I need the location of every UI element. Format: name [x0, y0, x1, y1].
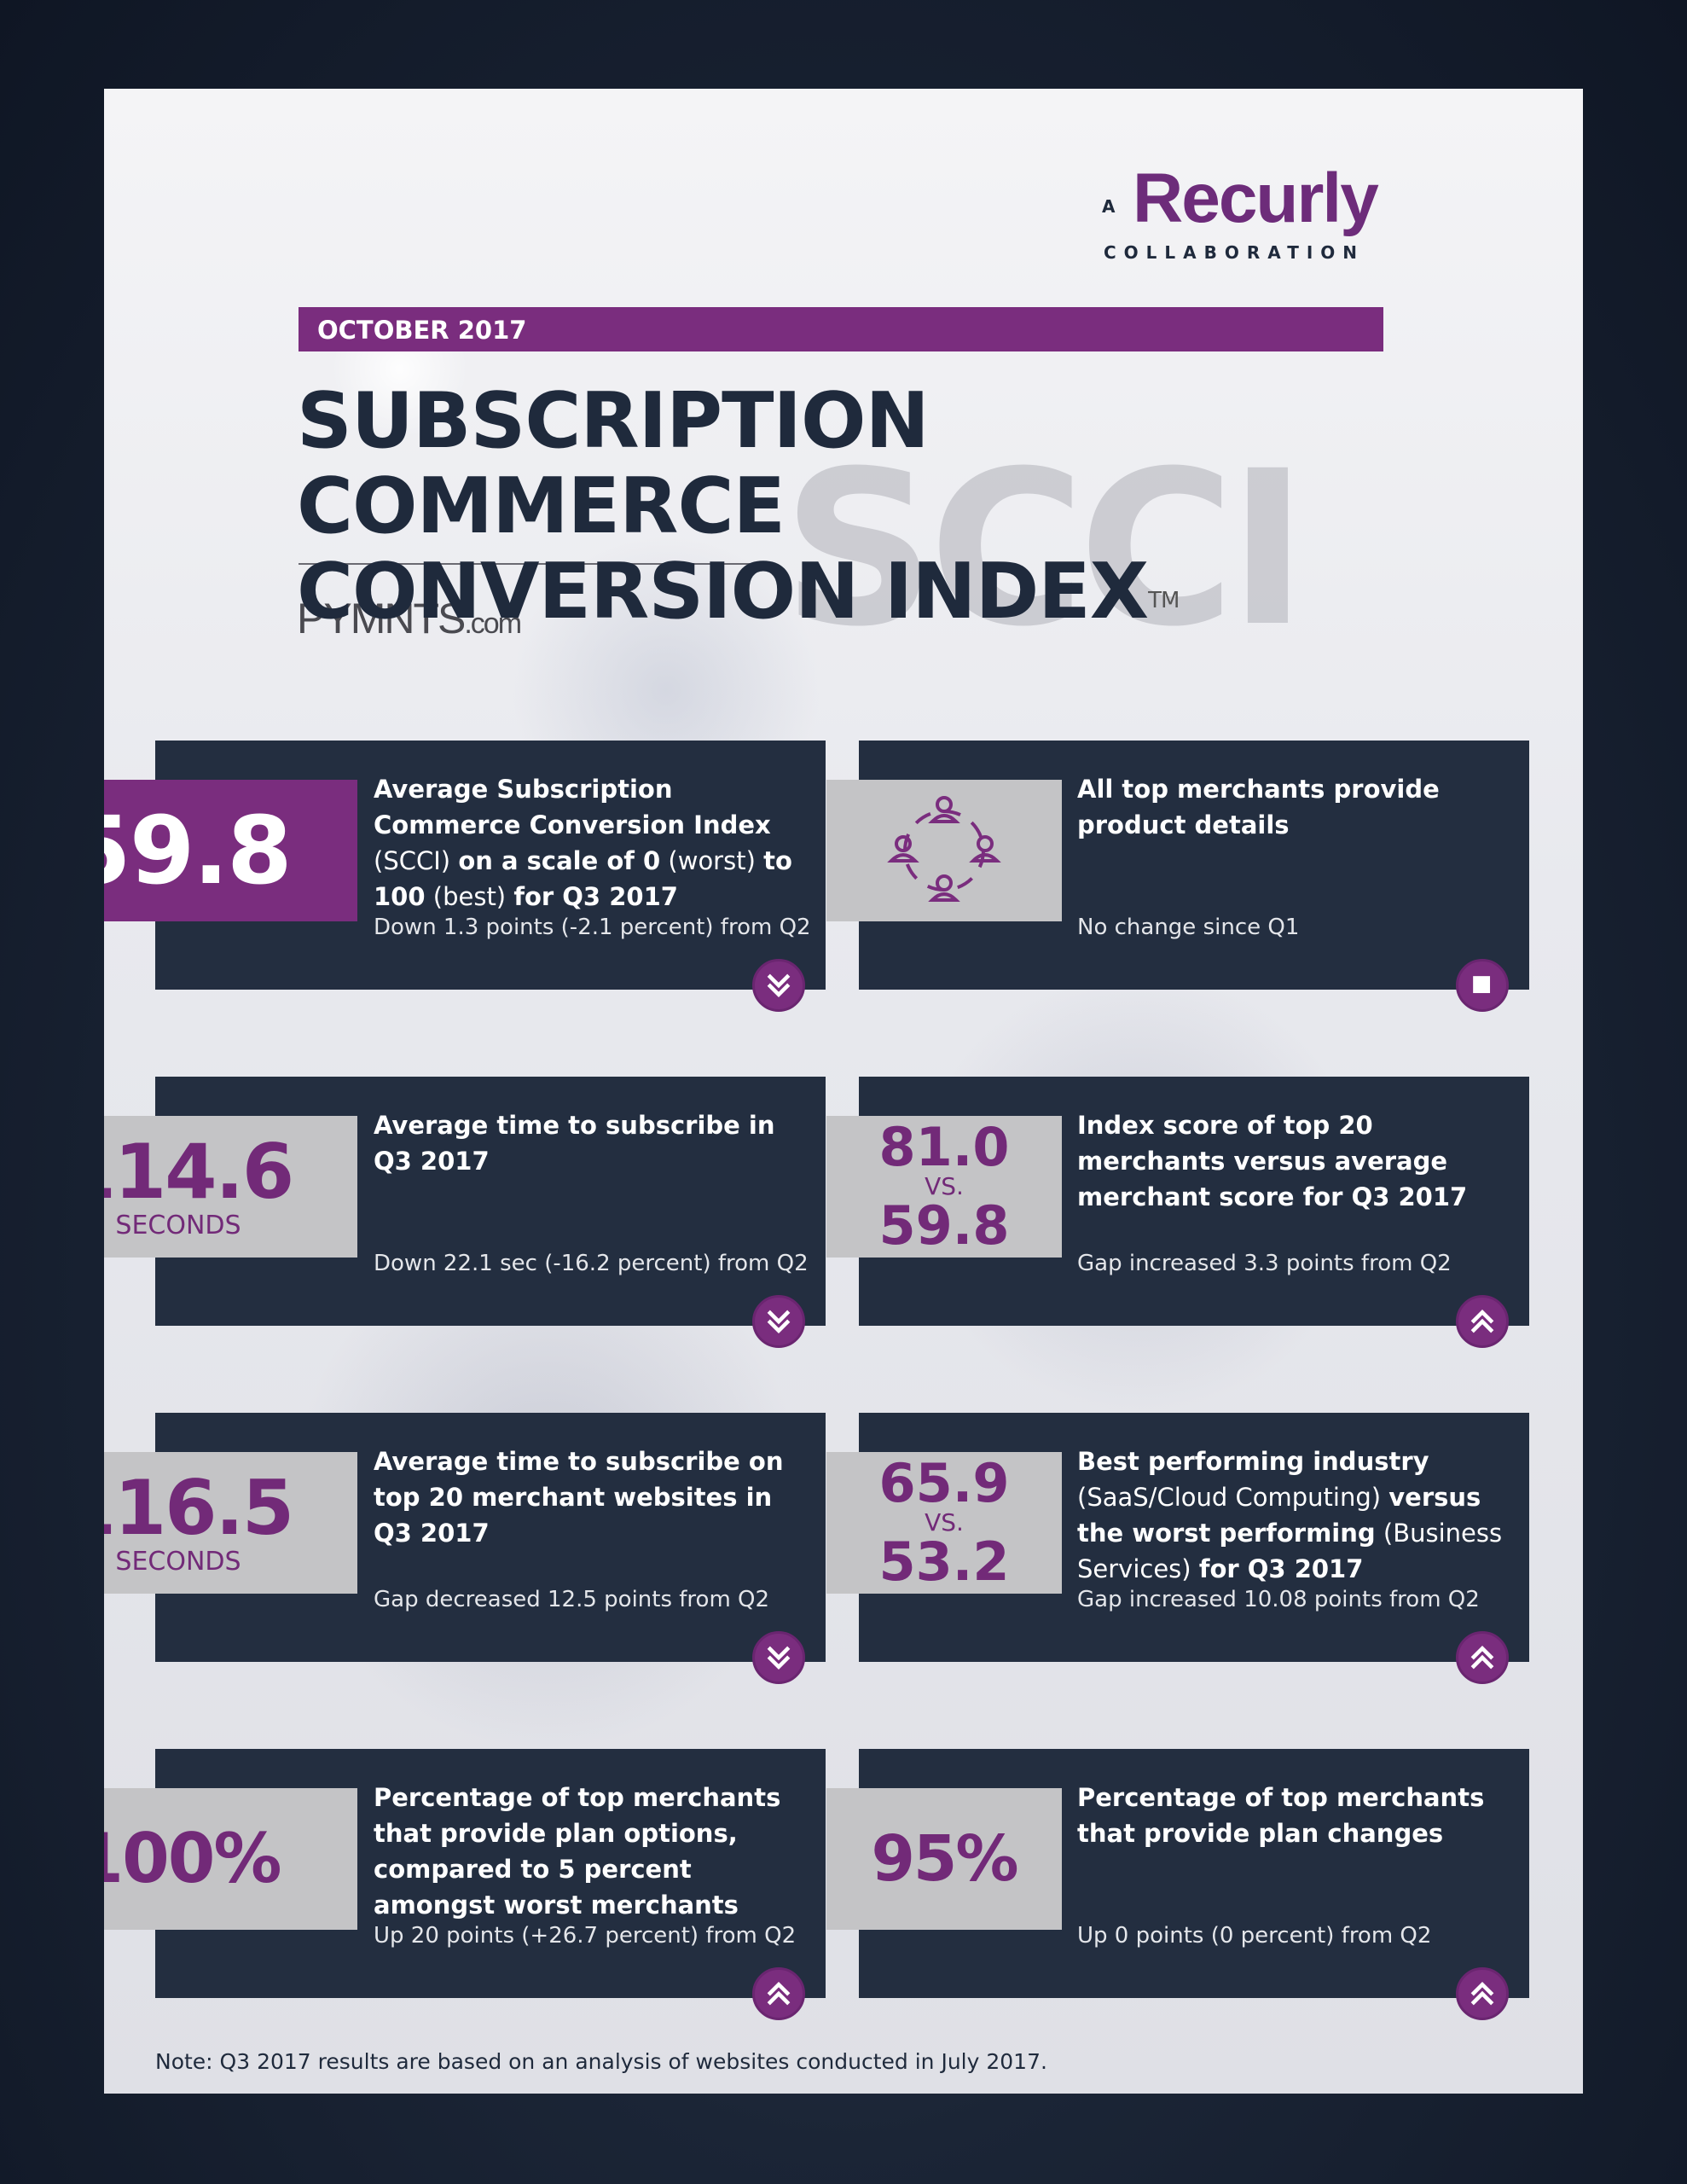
stat-value: 114.6: [104, 1128, 294, 1216]
title-line-1: SUBSCRIPTION COMMERCE: [297, 376, 930, 551]
vs-label: VS.: [925, 1172, 964, 1200]
down-arrow-icon: [752, 1295, 805, 1348]
stat-value: 116.5: [104, 1464, 294, 1552]
card-description: Percentage of top merchants that provide…: [374, 1783, 781, 1920]
up-arrow-icon: [1456, 1295, 1509, 1348]
card-time-top20: 116.5 SECONDS Average time to subscribe …: [104, 1413, 826, 1684]
stat-box: 59.8: [104, 780, 357, 921]
stat-box: 95%: [826, 1788, 1062, 1930]
up-arrow-icon: [1456, 1631, 1509, 1684]
card-change-note: No change since Q1: [1077, 915, 1300, 940]
infographic-page: A Recurly COLLABORATION OCTOBER 2017 SCC…: [104, 89, 1583, 2094]
icon-box: [826, 780, 1062, 921]
card-time-to-subscribe: 114.6 SECONDS Average time to subscribe …: [104, 1077, 826, 1348]
footnote: Note: Q3 2017 results are based on an an…: [155, 2049, 1047, 2074]
scci-watermark: SCCI: [782, 425, 1307, 673]
card-change-note: Gap decreased 12.5 points from Q2: [374, 1587, 770, 1612]
stat-unit: SECONDS: [115, 1547, 241, 1577]
card-description: Index score of top 20 merchants versus a…: [1077, 1111, 1468, 1211]
card-change-note: Down 1.3 points (-2.1 percent) from Q2: [374, 915, 811, 940]
stat-value-a: 81.0: [878, 1116, 1010, 1178]
title-divider: [299, 563, 776, 565]
card-average-scci: 59.8 Average Subscription Commerce Conve…: [104, 741, 826, 1012]
stat-box: 116.5 SECONDS: [104, 1452, 357, 1594]
stat-box: 81.0 VS. 59.8: [826, 1116, 1062, 1258]
stat-value-a: 65.9: [878, 1452, 1010, 1514]
stat-box: 65.9 VS. 53.2: [826, 1452, 1062, 1594]
stat-value-b: 53.2: [878, 1531, 1010, 1593]
card-description: Best performing industry (SaaS/Cloud Com…: [1077, 1447, 1503, 1583]
date-banner: OCTOBER 2017: [299, 307, 1383, 351]
card-plan-options: 100% Percentage of top merchants that pr…: [104, 1749, 826, 2020]
card-description: Average Subscription Commerce Conversion…: [374, 775, 792, 911]
stop-square-icon: [1456, 959, 1509, 1012]
card-top20-vs-average: 81.0 VS. 59.8 Index score of top 20 merc…: [826, 1077, 1529, 1348]
card-change-note: Down 22.1 sec (-16.2 percent) from Q2: [374, 1251, 809, 1276]
up-arrow-icon: [1456, 1967, 1509, 2020]
up-arrow-icon: [752, 1967, 805, 2020]
card-change-note: Up 0 points (0 percent) from Q2: [1077, 1923, 1432, 1949]
card-change-note: Up 20 points (+26.7 percent) from Q2: [374, 1923, 797, 1949]
trademark-mark: TM: [1148, 588, 1180, 613]
stat-value-b: 59.8: [878, 1194, 1010, 1257]
page-title: SUBSCRIPTION COMMERCE CONVERSION INDEXTM: [297, 379, 1406, 635]
brand-suffix: COLLABORATION: [1104, 242, 1365, 263]
stat-unit: SECONDS: [115, 1211, 241, 1240]
stat-value: 100%: [104, 1819, 282, 1898]
brand-prefix: A: [1102, 196, 1116, 217]
card-plan-changes: 95% Percentage of top merchants that pro…: [826, 1749, 1529, 2020]
card-description: All top merchants provide product detail…: [1077, 775, 1440, 839]
card-description: Average time to subscribe on top 20 merc…: [374, 1447, 784, 1548]
people-network-icon: [887, 796, 1001, 902]
recurly-logo: A Recurly COLLABORATION: [1102, 159, 1392, 270]
card-product-details: All top merchants provide product detail…: [826, 741, 1529, 1012]
vs-label: VS.: [925, 1508, 964, 1536]
brand-name: Recurly: [1133, 160, 1379, 237]
card-change-note: Gap increased 3.3 points from Q2: [1077, 1251, 1452, 1276]
card-best-vs-worst-industry: 65.9 VS. 53.2 Best performing industry (…: [826, 1413, 1529, 1684]
down-arrow-icon: [752, 1631, 805, 1684]
stat-value: 95%: [871, 1822, 1018, 1896]
down-arrow-icon: [752, 959, 805, 1012]
card-description: Percentage of top merchants that provide…: [1077, 1783, 1485, 1848]
card-description: Average time to subscribe in Q3 2017: [374, 1111, 775, 1176]
card-change-note: Gap increased 10.08 points from Q2: [1077, 1587, 1480, 1612]
stat-value: 59.8: [104, 796, 293, 905]
stat-box: 114.6 SECONDS: [104, 1116, 357, 1258]
title-line-2: CONVERSION INDEXTM: [297, 547, 1180, 636]
stat-box: 100%: [104, 1788, 357, 1930]
pymnts-logo: PYMNTS.com: [297, 595, 522, 642]
